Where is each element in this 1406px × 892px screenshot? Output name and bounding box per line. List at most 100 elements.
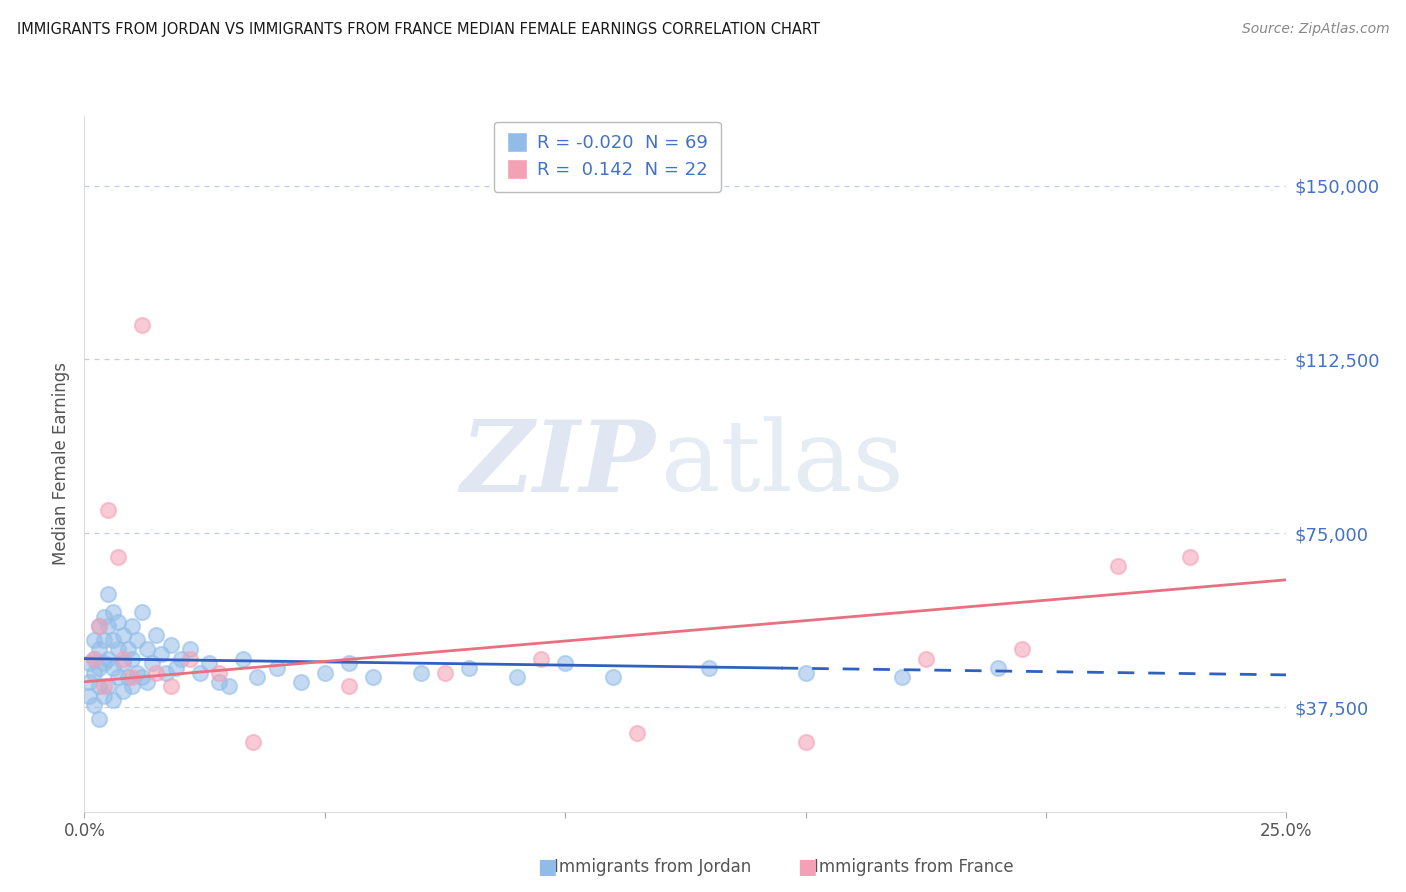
Point — [141, 657, 163, 671]
Point — [127, 665, 149, 680]
Text: Immigrants from Jordan: Immigrants from Jordan — [554, 858, 751, 876]
Point — [165, 661, 187, 675]
Point — [87, 642, 110, 657]
Legend: R = -0.020  N = 69, R =  0.142  N = 22: R = -0.020 N = 69, R = 0.142 N = 22 — [494, 121, 721, 192]
Point — [103, 693, 125, 707]
Point — [83, 633, 105, 648]
Point — [111, 651, 134, 665]
Text: ■: ■ — [537, 857, 557, 877]
Point — [97, 503, 120, 517]
Point — [87, 619, 110, 633]
Point — [103, 633, 125, 648]
Point — [87, 712, 110, 726]
Point — [111, 628, 134, 642]
Text: Immigrants from France: Immigrants from France — [814, 858, 1014, 876]
Point — [107, 670, 129, 684]
Point — [83, 651, 105, 665]
Point — [117, 670, 139, 684]
Point — [93, 657, 115, 671]
Point — [218, 680, 240, 694]
Point — [93, 689, 115, 703]
Point — [530, 651, 553, 665]
Text: Source: ZipAtlas.com: Source: ZipAtlas.com — [1241, 22, 1389, 37]
Point — [150, 647, 173, 661]
Point — [107, 615, 129, 629]
Point — [127, 633, 149, 648]
Point — [179, 651, 201, 665]
Point — [83, 698, 105, 712]
Point — [145, 665, 167, 680]
Point — [246, 670, 269, 684]
Point — [93, 680, 115, 694]
Point — [131, 670, 153, 684]
Point — [107, 549, 129, 564]
Point — [188, 665, 211, 680]
Point — [198, 657, 221, 671]
Point — [699, 661, 721, 675]
Point — [131, 605, 153, 619]
Point — [1011, 642, 1033, 657]
Point — [107, 642, 129, 657]
Point — [135, 642, 157, 657]
Point — [179, 642, 201, 657]
Point — [93, 610, 115, 624]
Point — [987, 661, 1010, 675]
Point — [77, 689, 100, 703]
Point — [121, 670, 143, 684]
Point — [458, 661, 481, 675]
Point — [208, 665, 231, 680]
Point — [103, 605, 125, 619]
Point — [145, 628, 167, 642]
Point — [155, 665, 177, 680]
Point — [242, 735, 264, 749]
Point — [1107, 558, 1129, 573]
Point — [314, 665, 336, 680]
Point — [131, 318, 153, 332]
Text: ■: ■ — [797, 857, 817, 877]
Point — [434, 665, 457, 680]
Point — [121, 680, 143, 694]
Point — [794, 735, 817, 749]
Point — [87, 680, 110, 694]
Point — [111, 657, 134, 671]
Point — [77, 674, 100, 689]
Point — [97, 651, 120, 665]
Point — [1180, 549, 1202, 564]
Point — [506, 670, 529, 684]
Point — [103, 661, 125, 675]
Point — [83, 651, 105, 665]
Text: ZIP: ZIP — [460, 416, 655, 512]
Point — [83, 665, 105, 680]
Y-axis label: Median Female Earnings: Median Female Earnings — [52, 362, 70, 566]
Point — [361, 670, 384, 684]
Point — [169, 651, 191, 665]
Point — [111, 684, 134, 698]
Point — [160, 638, 183, 652]
Point — [337, 657, 360, 671]
Point — [602, 670, 624, 684]
Point — [93, 633, 115, 648]
Point — [794, 665, 817, 680]
Point — [97, 619, 120, 633]
Point — [626, 726, 648, 740]
Point — [121, 619, 143, 633]
Point — [266, 661, 288, 675]
Point — [97, 680, 120, 694]
Point — [890, 670, 912, 684]
Point — [290, 674, 312, 689]
Point — [160, 680, 183, 694]
Text: atlas: atlas — [661, 416, 904, 512]
Point — [87, 619, 110, 633]
Point — [337, 680, 360, 694]
Point — [208, 674, 231, 689]
Point — [554, 657, 576, 671]
Point — [87, 661, 110, 675]
Point — [135, 674, 157, 689]
Point — [77, 657, 100, 671]
Text: IMMIGRANTS FROM JORDAN VS IMMIGRANTS FROM FRANCE MEDIAN FEMALE EARNINGS CORRELAT: IMMIGRANTS FROM JORDAN VS IMMIGRANTS FRO… — [17, 22, 820, 37]
Point — [97, 587, 120, 601]
Point — [232, 651, 254, 665]
Point — [915, 651, 938, 665]
Point — [117, 642, 139, 657]
Point — [121, 651, 143, 665]
